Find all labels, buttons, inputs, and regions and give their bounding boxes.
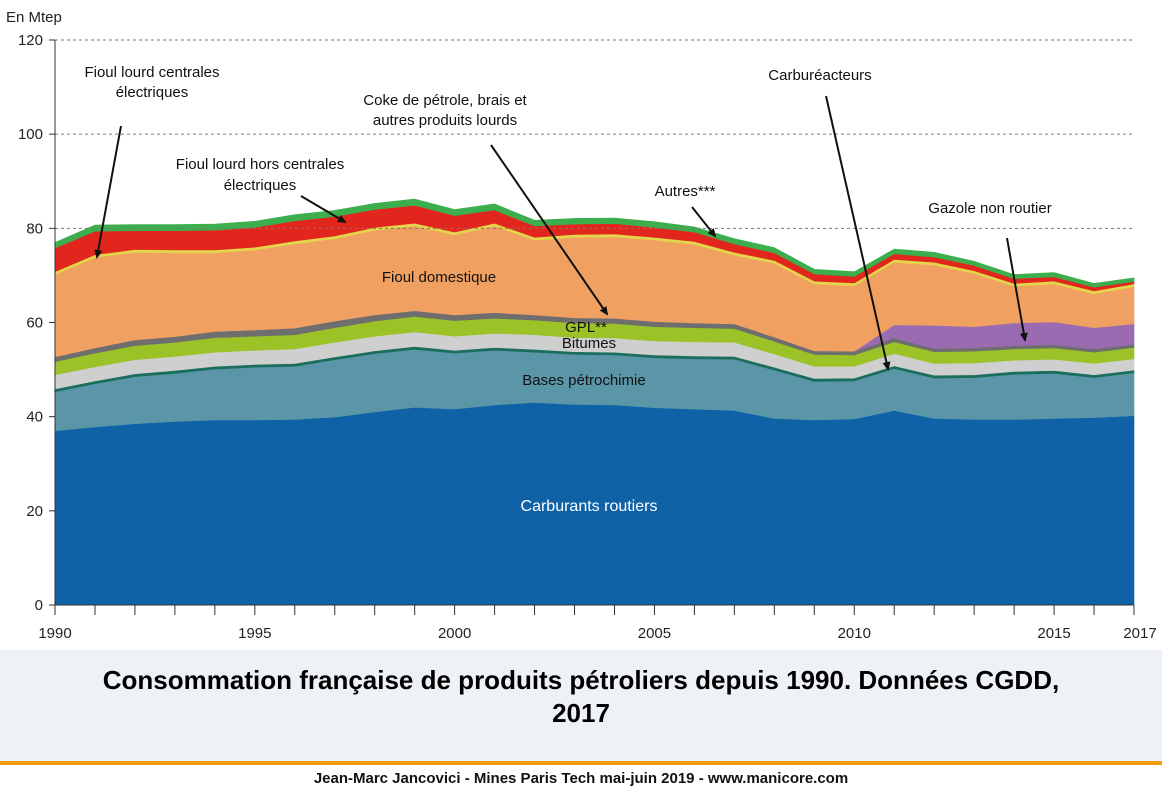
orange-divider (0, 761, 1162, 765)
x-tick-label-1995: 1995 (238, 625, 271, 642)
annotation-fioul-lourd-hors-line1: Fioul lourd hors centrales (176, 156, 344, 173)
y-tick-label-100: 100 (18, 126, 43, 143)
caption-line-1: Consommation française de produits pétro… (102, 665, 1060, 695)
annotation-fioul-lourd-hors-line2: électriques (224, 177, 297, 194)
arrow-coke (490, 144, 609, 316)
y-unit-label: En Mtep (6, 9, 62, 26)
annotation-carburants-routiers: Carburants routiers (521, 498, 658, 515)
stacked-area-chart: 0 20 40 60 80 100 120 En Mtep 1990 1995 2000 2005 20… (6, 9, 1157, 642)
arrow-fioul-lourd-hors (300, 195, 347, 224)
annotation-gpl: GPL** (565, 319, 607, 336)
y-tick-label-0: 0 (35, 597, 43, 614)
x-tick-label-2005: 2005 (638, 625, 671, 642)
arrow-gazole-non-routier (1006, 237, 1028, 342)
area-series-10 (54, 198, 1135, 288)
y-tick-label-40: 40 (26, 409, 43, 426)
x-tick-label-2017: 2017 (1123, 625, 1156, 642)
y-tick-label-20: 20 (26, 503, 43, 520)
annotation-gazole-non-routier: Gazole non routier (928, 200, 1051, 217)
x-tick-label-2000: 2000 (438, 625, 471, 642)
y-tick-label-60: 60 (26, 315, 43, 332)
y-tick-label-120: 120 (18, 32, 43, 49)
arrow-fioul-lourd-centrales (94, 125, 122, 259)
caption-band (0, 650, 1162, 762)
y-tick-label-80: 80 (26, 220, 43, 237)
x-tick-label-2010: 2010 (838, 625, 871, 642)
footer-credit: Jean-Marc Jancovici - Mines Paris Tech m… (313, 770, 849, 787)
annotation-coke-line1: Coke de pétrole, brais et (363, 92, 527, 109)
annotation-fioul-lourd-centrales-line2: électriques (116, 84, 189, 101)
annotation-coke-line2: autres produits lourds (373, 112, 517, 129)
annotation-fioul-domestique: Fioul domestique (382, 269, 496, 286)
annotation-autres: Autres*** (655, 183, 716, 200)
arrow-autres (691, 206, 717, 238)
annotation-bitumes: Bitumes (562, 335, 616, 352)
chart-caption: Consommation française de produits pétro… (20, 664, 1142, 730)
annotation-carbureacteurs: Carburéacteurs (768, 67, 871, 84)
arrow-carbureacteurs (825, 95, 891, 371)
x-tick-label-2015: 2015 (1037, 625, 1070, 642)
annotation-fioul-lourd-centrales-line1: Fioul lourd centrales (84, 64, 219, 81)
x-tick-label-1990: 1990 (38, 625, 71, 642)
caption-line-2: 2017 (552, 698, 610, 728)
annotation-bases-petrochimie: Bases pétrochimie (522, 372, 645, 389)
